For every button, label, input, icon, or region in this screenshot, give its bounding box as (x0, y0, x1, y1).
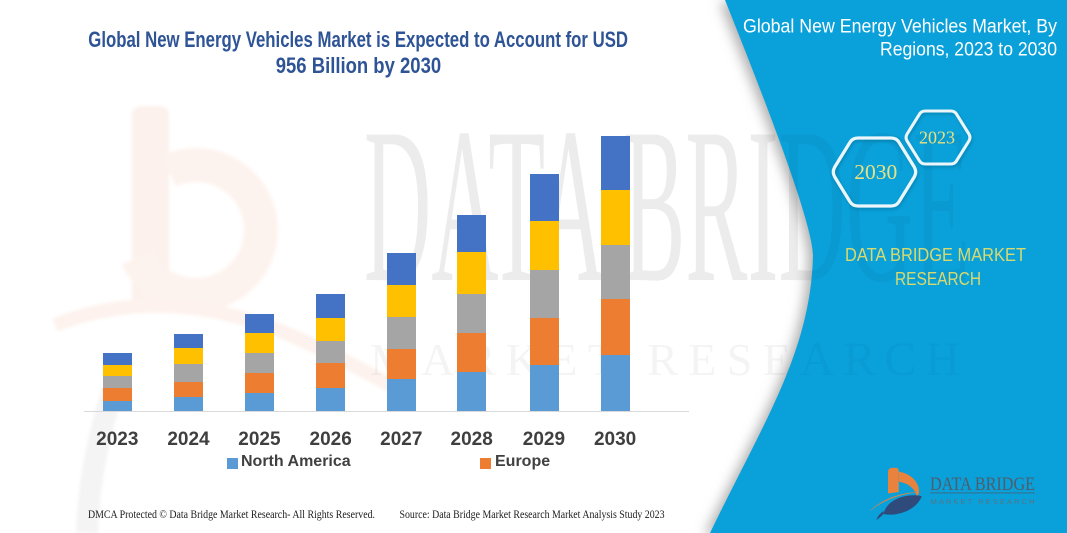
svg-text:Global New Energy Vehicles Mar: Global New Energy Vehicles Market, By (743, 17, 1057, 38)
svg-text:2023: 2023 (919, 128, 955, 148)
svg-text:MARKET RESEARCH: MARKET RESEARCH (931, 497, 1035, 506)
svg-text:DMCA Protected © Data Bridge M: DMCA Protected © Data Bridge Market Rese… (88, 509, 375, 521)
svg-text:DATA BRIDGE: DATA BRIDGE (930, 474, 1035, 495)
svg-text:Source: Data Bridge Market Res: Source: Data Bridge Market Research Mark… (400, 509, 665, 521)
svg-text:DATA BRIDGE MARKET: DATA BRIDGE MARKET (845, 245, 1026, 265)
svg-text:Regions, 2023 to 2030: Regions, 2023 to 2030 (880, 40, 1057, 61)
svg-text:RESEARCH: RESEARCH (895, 269, 981, 289)
svg-text:2030: 2030 (854, 160, 897, 184)
